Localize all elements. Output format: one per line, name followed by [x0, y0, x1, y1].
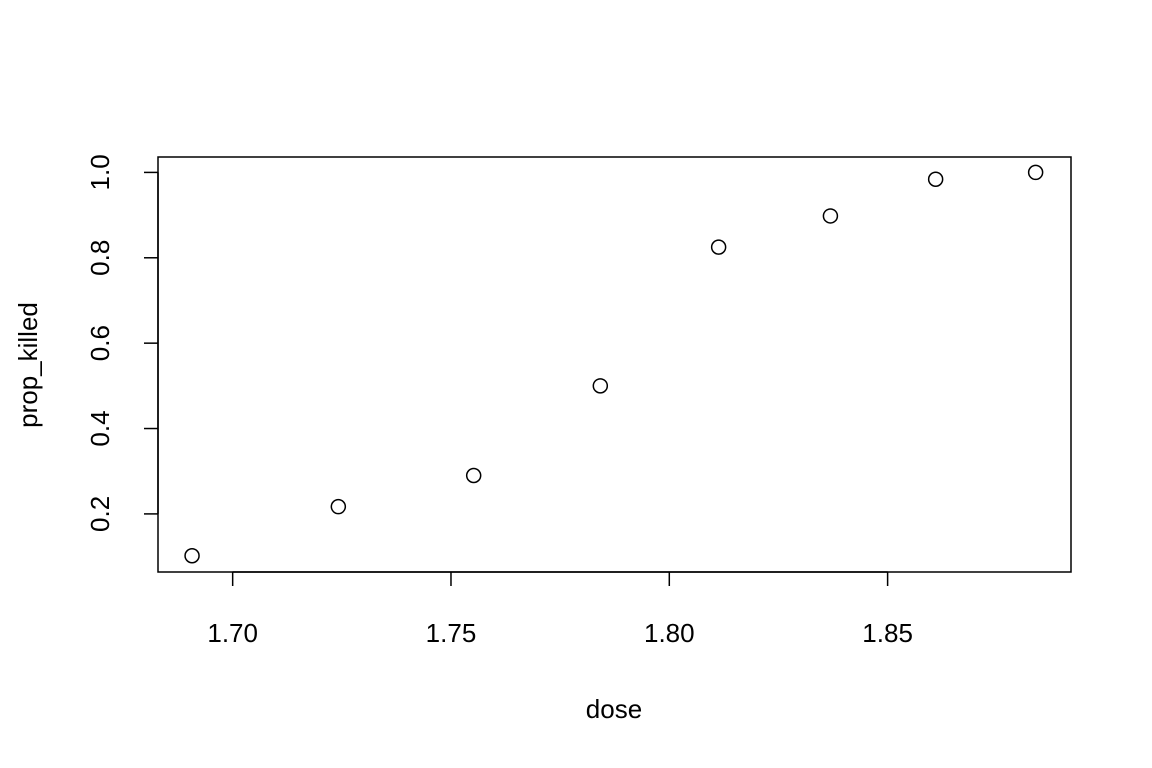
x-tick-label: 1.85 [862, 618, 913, 648]
data-point [592, 378, 609, 394]
y-axis-title: prop_killed [13, 302, 43, 428]
y-tick-label: 0.8 [85, 240, 115, 276]
data-point [1027, 164, 1044, 181]
x-tick-label: 1.75 [426, 618, 477, 648]
x-tick-label: 1.70 [207, 618, 258, 648]
data-point [710, 239, 727, 255]
y-tick-label: 0.4 [85, 410, 115, 446]
data-points [184, 164, 1044, 564]
x-tick-label: 1.80 [644, 618, 695, 648]
data-point [465, 467, 482, 484]
data-point [184, 547, 200, 564]
data-point [330, 498, 347, 515]
x-axis: 1.70 1.75 1.80 1.85 [207, 571, 913, 648]
y-axis: 0.2 0.4 0.6 0.8 1.0 [85, 154, 159, 532]
plot-frame [157, 156, 1072, 573]
y-tick-label: 0.6 [85, 325, 115, 361]
data-point [822, 208, 839, 224]
data-point [927, 171, 944, 187]
x-axis-title: dose [586, 694, 642, 724]
y-tick-label: 1.0 [85, 154, 115, 190]
y-tick-label: 0.2 [85, 496, 115, 532]
